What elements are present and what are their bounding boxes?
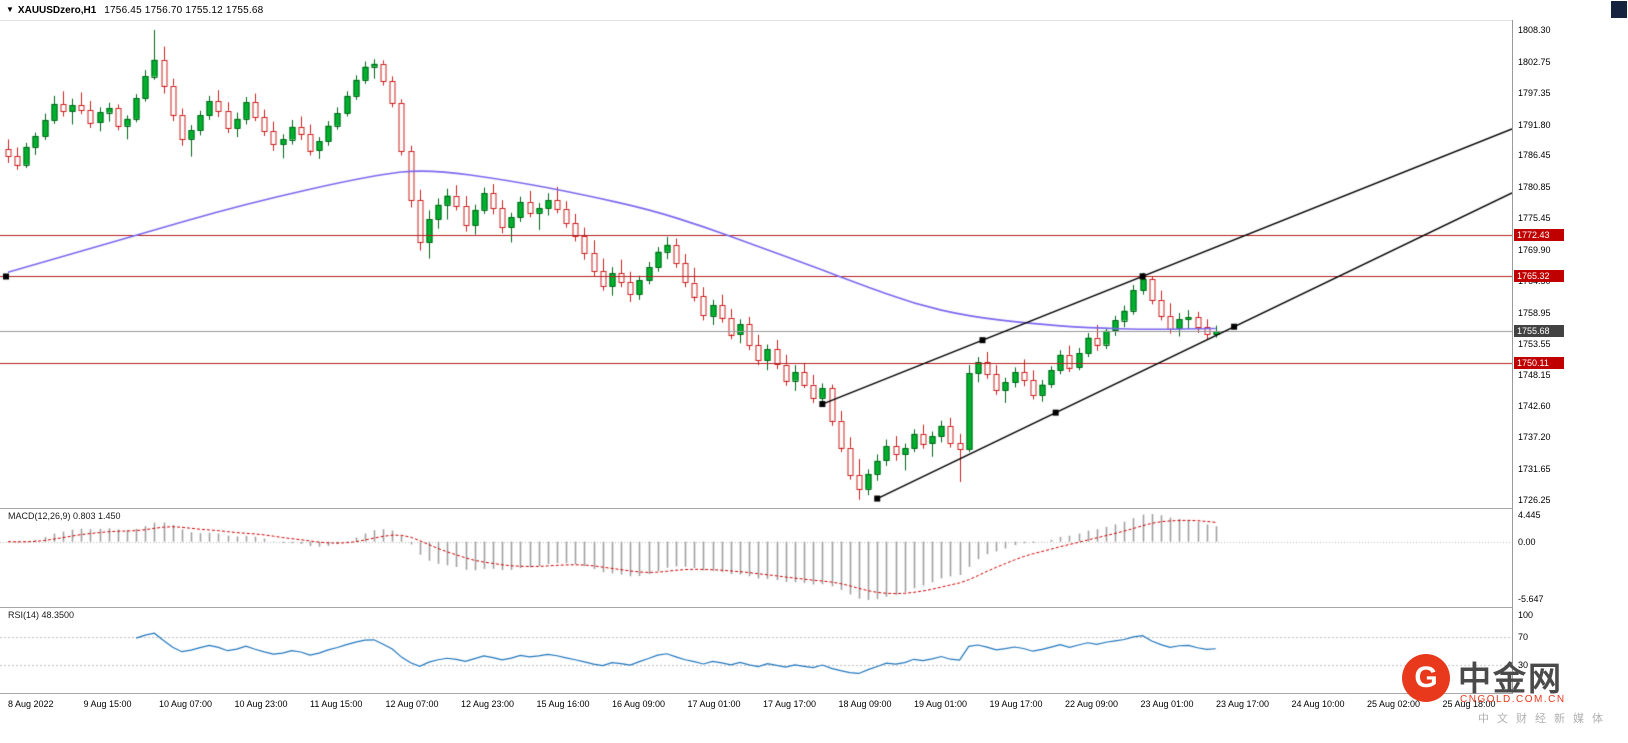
time-axis-label: 9 Aug 15:00 [83, 699, 132, 709]
price-axis-label: 1731.65 [1518, 464, 1551, 475]
candlestick-chart-canvas[interactable] [0, 20, 1512, 508]
rsi-axis-100-label: 100 [1518, 610, 1534, 620]
time-axis-label: 25 Aug 18:00 [1442, 699, 1496, 709]
macd-axis-min-label: -5.647 [1518, 594, 1544, 604]
brand-name: 中金网 [1458, 660, 1563, 697]
time-axis-label: 15 Aug 16:00 [536, 699, 590, 709]
hline-price-label: 1750.11 [1514, 357, 1564, 370]
rsi-axis-70-label: 70 [1518, 631, 1529, 642]
price-axis-label: 1742.60 [1518, 401, 1551, 412]
price-axis-label: 1797.35 [1518, 87, 1551, 98]
price-axis-label: 1748.15 [1518, 369, 1551, 380]
price-axis-label: 1802.75 [1518, 56, 1551, 67]
time-axis-label: 10 Aug 07:00 [159, 699, 213, 709]
brand-watermark: G 中金网 CNGOLD.COM.CN 中文财经新媒体 [1398, 650, 1624, 730]
price-axis-label: 1737.20 [1518, 432, 1551, 443]
time-axis-label: 11 Aug 15:00 [310, 699, 363, 709]
macd-axis-zero-label: 0.00 [1518, 536, 1536, 547]
rsi-panel-separator[interactable] [0, 607, 1628, 608]
price-axis: 1808.30 1802.75 1797.35 1791.80 1786.45 1780.… [1513, 20, 1628, 694]
corner-block [1611, 1, 1627, 18]
macd-axis-max-label: 4.445 [1518, 510, 1541, 520]
current-price-label: 1755.68 [1514, 325, 1564, 338]
hline-price-label: 1765.32 [1514, 270, 1564, 283]
time-axis: 8 Aug 2022 9 Aug 15:00 10 Aug 07:00 10 Aug … [0, 694, 1628, 716]
time-axis-label: 23 Aug 17:00 [1216, 699, 1270, 709]
time-axis-label: 25 Aug 02:00 [1367, 699, 1421, 709]
time-axis-separator [0, 693, 1628, 694]
price-axis-border [1512, 20, 1513, 694]
macd-panel-separator[interactable] [0, 508, 1628, 509]
rsi-indicator-label: RSI(14) 48.3500 [8, 610, 75, 620]
brand-logo-icon: G [1402, 654, 1450, 702]
price-axis-label: 1808.30 [1518, 25, 1551, 35]
price-axis-label: 1791.80 [1518, 119, 1551, 130]
brand-domain: CNGOLD.COM.CN [1460, 694, 1566, 705]
rsi-panel-canvas[interactable] [0, 607, 1512, 693]
price-axis-label: 1726.25 [1518, 495, 1551, 505]
macd-indicator-label: MACD(12,26,9) 0.803 1.450 [8, 511, 121, 521]
price-axis-label: 1775.45 [1518, 213, 1551, 224]
price-axis-label: 1758.95 [1518, 307, 1551, 318]
rsi-axis-30-label: 30 [1518, 660, 1529, 671]
price-axis-label: 1786.45 [1518, 150, 1551, 161]
time-axis-label: 8 Aug 2022 [8, 699, 54, 709]
price-axis-label: 1753.55 [1518, 338, 1551, 349]
ohlc-values: 1756.45 1756.70 1755.12 1755.68 [104, 4, 264, 16]
symbol-period-label: XAUUSDzero,H1 [17, 4, 97, 16]
time-axis-label: 23 Aug 01:00 [1140, 699, 1194, 709]
time-axis-label: 10 Aug 23:00 [234, 699, 288, 709]
hline-price-label: 1772.43 [1514, 229, 1564, 242]
price-axis-label: 1780.85 [1518, 182, 1551, 193]
time-axis-label: 17 Aug 01:00 [687, 699, 741, 709]
time-axis-label: 17 Aug 17:00 [763, 699, 817, 709]
chart-title-bar: ▼ XAUUSDzero,H1 1756.45 1756.70 1755.12 … [0, 0, 1628, 21]
time-axis-label: 12 Aug 07:00 [385, 699, 439, 709]
time-axis-label: 24 Aug 10:00 [1291, 699, 1345, 709]
time-axis-label: 18 Aug 09:00 [838, 699, 892, 709]
brand-tagline: 中文财经新媒体 [1478, 713, 1611, 725]
time-axis-label: 22 Aug 09:00 [1065, 699, 1119, 709]
time-axis-label: 19 Aug 01:00 [914, 699, 968, 709]
time-axis-label: 19 Aug 17:00 [989, 699, 1043, 709]
symbol-dropdown-icon[interactable]: ▼ [6, 5, 14, 14]
time-axis-label: 12 Aug 23:00 [461, 699, 515, 709]
price-axis-label: 1769.90 [1518, 244, 1551, 255]
macd-panel-canvas[interactable] [0, 508, 1512, 607]
time-axis-label: 16 Aug 09:00 [612, 699, 666, 709]
